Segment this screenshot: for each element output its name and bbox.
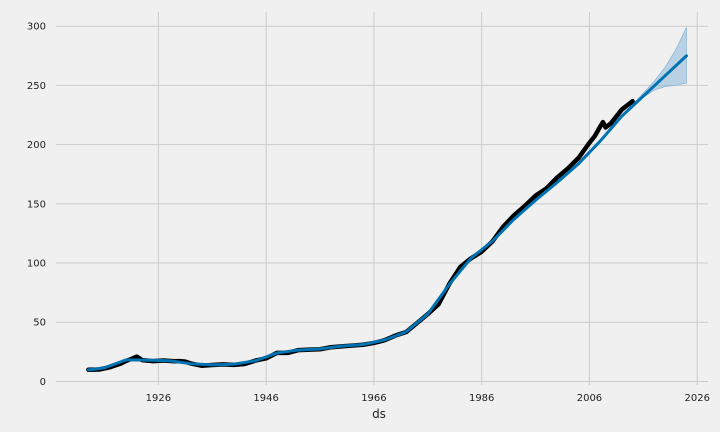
tick-labels: 1926 1946 1966 1986 2006 2026 0 50 100 150 200 250 3…: [27, 22, 710, 404]
y-tick-label: 150: [27, 199, 46, 210]
x-tick-label: 1966: [361, 393, 386, 404]
y-tick-label: 0: [40, 377, 46, 388]
x-tick-label: 1986: [469, 393, 494, 404]
forecast-line: [86, 54, 688, 372]
y-tick-label: 200: [27, 140, 46, 151]
grid-lines: [56, 12, 708, 385]
y-tick-label: 100: [27, 259, 46, 270]
x-tick-label: 1946: [253, 393, 278, 404]
y-tick-label: 50: [33, 318, 46, 329]
y-tick-label: 250: [27, 81, 46, 92]
y-tick-label: 300: [27, 22, 46, 33]
x-tick-label: 1926: [146, 393, 171, 404]
x-axis-label: ds: [372, 407, 386, 421]
forecast-series: [86, 54, 688, 372]
x-tick-label: 2006: [577, 393, 602, 404]
x-tick-label: 2026: [684, 393, 709, 404]
